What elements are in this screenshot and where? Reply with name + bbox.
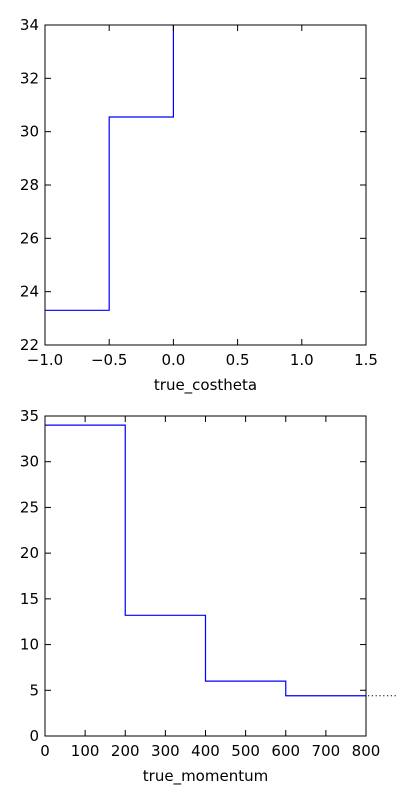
y-tick-label: 0	[29, 727, 39, 745]
x-tick-label: 100	[71, 742, 100, 760]
x-tick-label: 300	[151, 742, 180, 760]
x-tick-label: −0.5	[91, 351, 127, 369]
step-line-series	[45, 424, 366, 697]
costheta-panel: −1.0 −0.5 0.0 0.5 1.0 1.5 22 24 26 28 30 32 34 true_c…	[20, 16, 378, 395]
y-tick-label: 34	[20, 16, 39, 34]
y-tick-label: 5	[29, 681, 39, 699]
y-tick-label: 28	[20, 176, 39, 194]
x-tick-label: 600	[271, 742, 300, 760]
step-line-series	[45, 25, 174, 311]
x-tick-label: −1.0	[27, 351, 63, 369]
y-tick-label: 25	[20, 498, 39, 516]
y-tick-label: 10	[20, 636, 39, 654]
x-axis-label: true_momentum	[143, 767, 268, 786]
y-tick-label: 20	[20, 544, 39, 562]
x-tick-label: 1.5	[354, 351, 378, 369]
y-tick-label: 22	[20, 336, 39, 354]
y-tick-label: 30	[20, 453, 39, 471]
y-tick-label: 35	[20, 407, 39, 425]
x-tick-label: 500	[231, 742, 260, 760]
x-tick-label: 0	[40, 742, 50, 760]
y-tick-label: 30	[20, 123, 39, 141]
x-tick-label: 1.0	[290, 351, 314, 369]
y-tick-label: 26	[20, 229, 39, 247]
x-tick-label: 800	[352, 742, 381, 760]
y-tick-label: 24	[20, 283, 39, 301]
x-tick-label: 400	[191, 742, 220, 760]
x-tick-label: 0.0	[161, 351, 185, 369]
momentum-panel: 0 100 200 300 400 500 600 700 800 0 5 10 15 20 25 30 35 t…	[20, 407, 398, 786]
y-tick-label: 15	[20, 590, 39, 608]
y-tick-label: 32	[20, 69, 39, 87]
x-tick-label: 700	[312, 742, 341, 760]
x-axis-label: true_costheta	[154, 376, 257, 395]
x-tick-label: 0.5	[226, 351, 250, 369]
x-tick-label: 200	[111, 742, 140, 760]
